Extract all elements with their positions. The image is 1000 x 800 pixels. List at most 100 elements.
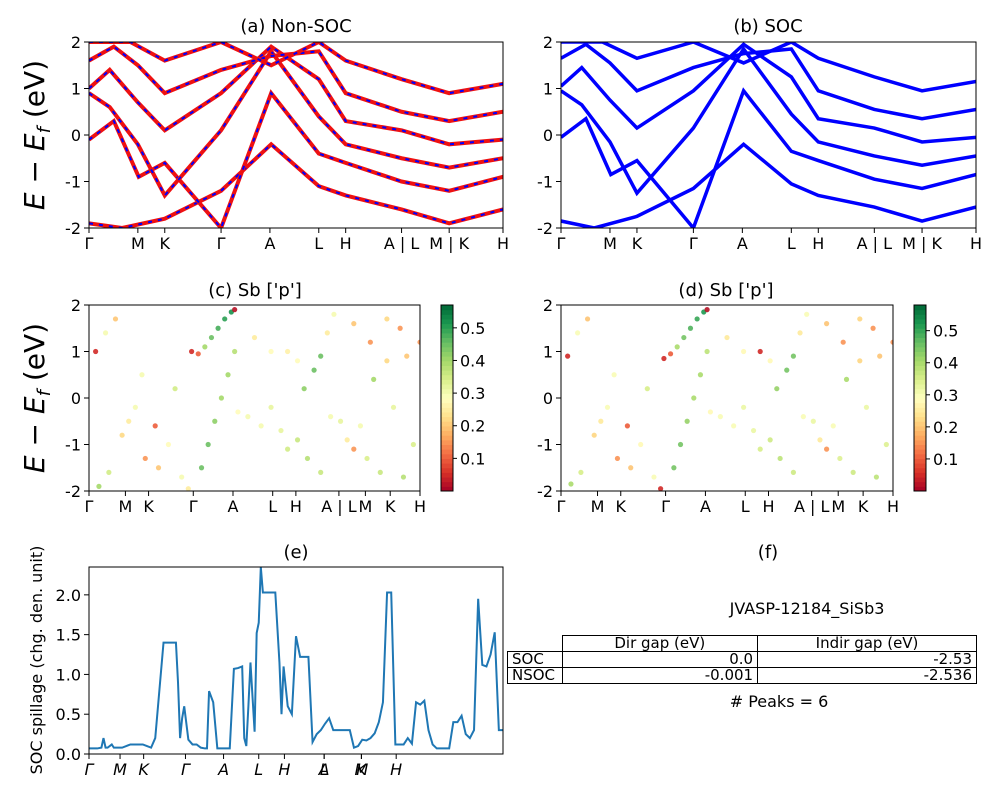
projection-point [628,465,633,470]
panel-a-title: (a) Non-SOC [240,16,351,37]
projection-point [126,419,131,424]
colorbar-tick-label: 0.3 [933,386,958,405]
projection-point [758,447,763,452]
projection-point [371,377,376,382]
panel-b-title: (b) SOC [733,16,802,37]
panel-c-frame [89,305,420,491]
projection-point [768,358,773,363]
plot-area [89,42,503,228]
colorbar-segment [914,454,926,459]
projection-point [103,330,108,335]
colorbar-segment [914,342,926,347]
projection-point [96,484,101,489]
y-tick-label: 2 [71,296,81,315]
projection-point [139,372,144,377]
x-tick-label: K [138,760,150,779]
x-tick-label: M [591,497,605,516]
colorbar-tick-label: 0.1 [933,450,958,469]
projection-point [206,442,211,447]
projection-point [222,316,227,321]
x-tick-label: L [268,497,277,516]
projection-point [378,470,383,475]
x-tick-label: K [858,497,869,516]
projection-point [575,330,580,335]
colorbar-segment [441,458,453,463]
y-tick-label: 2.0 [56,586,81,605]
y-tick-label: -2 [537,482,553,501]
colorbar-segment [441,319,453,324]
colorbar-segment [914,305,926,310]
colorbar-segment [914,389,926,394]
x-tick-label: Γ [181,760,191,779]
projection-point [189,349,194,354]
x-tick-label: K [632,234,643,253]
projection-point [797,330,802,335]
projection-point [143,456,148,461]
projection-point [225,372,230,377]
colorbar-segment [914,398,926,403]
projection-point [831,423,836,428]
colorbar-segment [914,352,926,357]
projection-point [398,326,403,331]
projection-point [259,423,264,428]
projection-point [364,456,369,461]
x-tick-label: K [356,760,368,779]
projection-point [678,442,683,447]
projection-point [685,419,690,424]
y-tick-label: -1 [537,173,553,192]
colorbar-segment [441,365,453,370]
colorbar-tick-label: 0.4 [460,351,485,370]
projection-point [235,409,240,414]
y-tick-label: 1.5 [56,626,81,645]
panel-f-peaks: # Peaks = 6 [730,692,829,711]
y-tick-label: 0 [543,126,553,145]
colorbar-segment [914,426,926,431]
x-tick-label: M [358,497,372,516]
colorbar-tick-label: 0.4 [933,354,958,373]
colorbar-segment [914,482,926,487]
y-tick-label: 1 [543,80,553,99]
colorbar-segment [441,468,453,473]
projection-point [285,447,290,452]
projection-point [331,312,336,317]
colorbar-segment [914,421,926,426]
projection-point [268,349,273,354]
colorbar-segment [441,454,453,459]
projection-point [401,474,406,479]
colorbar-segment [914,319,926,324]
projection-point [758,349,763,354]
panel-e-frame [89,567,503,754]
colorbar-segment [441,356,453,361]
colorbar-segment [914,435,926,440]
x-tick-label: H [390,760,402,779]
colorbar-segment [441,407,453,412]
panel-c-title: (c) Sb ['p'] [208,280,302,301]
projection-point [172,386,177,391]
plot-area [93,307,423,491]
projection-point [741,405,746,410]
ylabel-top: E − Ef (eV) [18,60,55,210]
projection-point [811,419,816,424]
x-tick-label: M [119,497,133,516]
projection-point [411,442,416,447]
band-line-nonsoc [89,144,503,228]
colorbar-segment [441,389,453,394]
projection-point [671,465,676,470]
y-tick-label: 2 [543,296,553,315]
x-tick-label: H [497,234,509,253]
colorbar-segment [914,310,926,315]
colorbar-segment [914,328,926,333]
colorbar-segment [914,472,926,477]
projection-point [268,405,273,410]
x-tick-label: M [603,234,617,253]
x-tick-label: K [143,497,154,516]
y-tick-label: -1 [537,436,553,455]
colorbar-segment [914,477,926,482]
projection-point [232,307,237,312]
y-tick-label: -1 [65,436,81,455]
colorbar-segment [441,482,453,487]
colorbar-segment [441,445,453,450]
projection-point [351,447,356,452]
panel-f-material: JVASP-12184_SiSb3 [729,599,885,619]
colorbar-tick-label: 0.5 [933,322,958,341]
